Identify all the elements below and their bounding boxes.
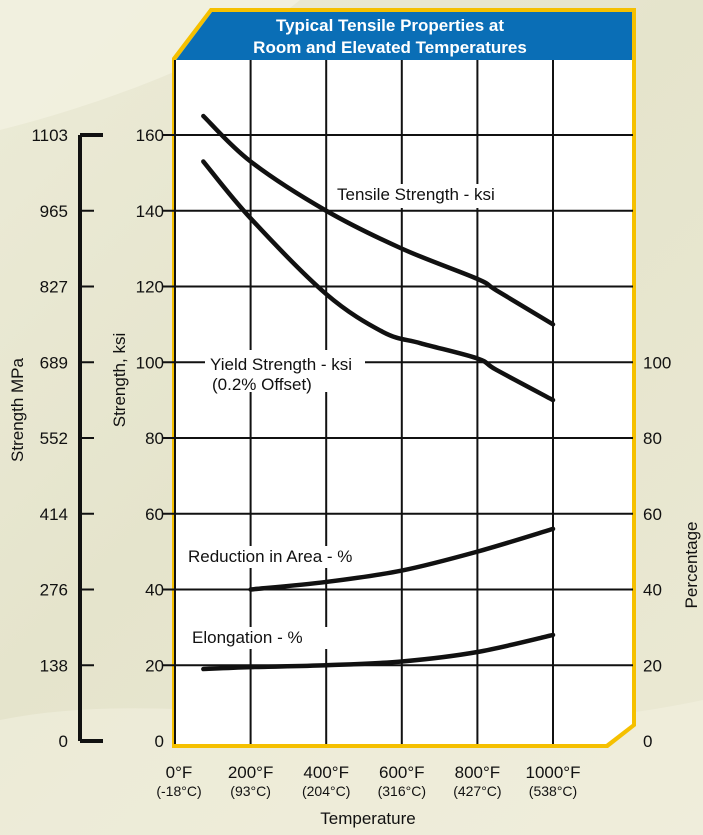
tensile-strength-line [201,113,556,327]
x-tick-label-f: 200°F [228,763,274,782]
y-axis-label-mpa: Strength MPa [8,357,27,461]
pct-tick-label: 80 [643,429,662,448]
mpa-tick-label: 827 [40,278,68,297]
pct-tick-label: 40 [643,581,662,600]
ksi-tick-label: 60 [145,505,164,524]
ksi-tick-label: 0 [155,732,164,751]
tick-labels: 0 20 40 60 80 100 120 140 160 0 138 276 414 552 689 827… [31,126,671,799]
x-tick-label-c: (204°C) [302,783,350,799]
mpa-tick-label: 276 [40,581,68,600]
tensile-strength-label-bg [332,184,538,208]
pct-tick-label: 20 [643,656,662,675]
yield-strength-label-bg [205,350,365,392]
pct-tick-label: 60 [643,505,662,524]
yield-strength-label: Yield Strength - ksi [210,355,352,374]
x-tick-label-f: 0°F [166,763,193,782]
ksi-tick-label: 20 [145,656,164,675]
tensile-strength-label: Tensile Strength - ksi [337,185,495,204]
series-labels: Tensile Strength - ksi Yield Strength - k… [183,184,538,649]
x-axis-label: Temperature [320,809,415,828]
yield-strength-line [201,159,556,403]
y-axis-label-pct: Percentage [682,522,701,609]
pct-tick-label: 0 [643,732,652,751]
x-tick-label-f: 1000°F [525,763,580,782]
reduction-in-area-label-bg [183,546,395,568]
ksi-tick-label: 40 [145,581,164,600]
x-tick-label-c: (93°C) [230,783,271,799]
yield-offset-label: (0.2% Offset) [212,375,312,394]
mpa-tick-label: 138 [40,656,68,675]
mpa-tick-label: 552 [40,429,68,448]
x-tick-label-c: (538°C) [529,783,577,799]
chart-title-line2: Room and Elevated Temperatures [253,38,527,57]
ksi-tick-label: 80 [145,429,164,448]
x-tick-label-c: (427°C) [453,783,501,799]
mpa-tick-label: 414 [40,505,68,524]
series-lines [201,113,556,672]
pct-tick-label: 100 [643,353,671,372]
mpa-tick-label: 965 [40,202,68,221]
x-tick-label-c: (316°C) [378,783,426,799]
chart-header [176,12,632,60]
x-tick-label-f: 600°F [379,763,425,782]
elongation-line [201,632,556,672]
mpa-tick-label: 689 [40,353,68,372]
reduction-in-area-line [248,526,556,592]
x-tick-label-f: 400°F [303,763,349,782]
mpa-axis [78,133,103,743]
ksi-tick-label: 160 [136,126,164,145]
x-tick-label-f: 800°F [455,763,501,782]
elongation-label-bg [187,627,333,649]
ksi-tick-label: 100 [136,353,164,372]
mpa-tick-label: 1103 [31,126,68,145]
elongation-label: Elongation - % [192,628,303,647]
mpa-tick-label: 0 [59,732,68,751]
ksi-tick-label: 120 [136,278,164,297]
x-tick-label-c: (-18°C) [156,783,201,799]
y-axis-label-ksi: Strength, ksi [110,333,129,428]
chart-title-line1: Typical Tensile Properties at [276,16,504,35]
reduction-in-area-label: Reduction in Area - % [188,547,352,566]
ksi-tick-label: 140 [136,202,164,221]
